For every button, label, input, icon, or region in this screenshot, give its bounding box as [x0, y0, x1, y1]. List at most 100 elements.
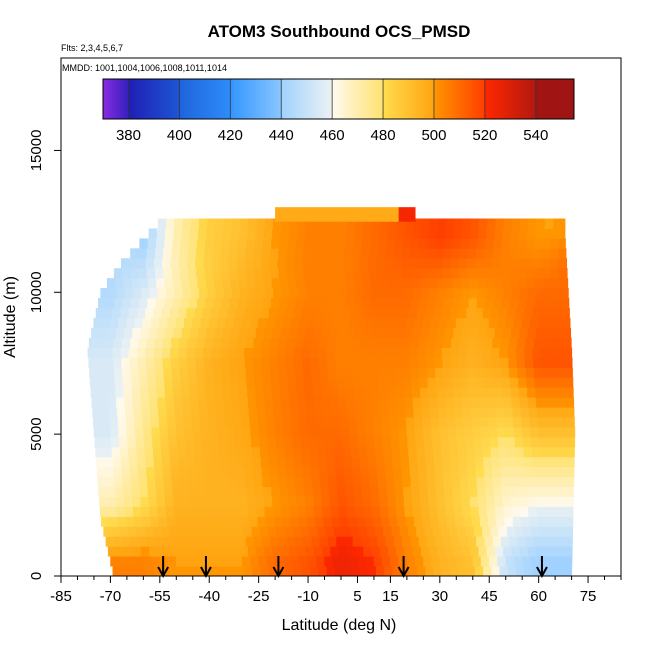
- heatmap-cell: [543, 486, 552, 497]
- heatmap-cell: [104, 456, 113, 468]
- heatmap-cell: [385, 367, 395, 378]
- heatmap-cell: [494, 327, 504, 339]
- heatmap-cell: [420, 327, 430, 339]
- heatmap-cell: [153, 347, 163, 358]
- heatmap-cell: [247, 327, 257, 339]
- heatmap-cell: [287, 238, 297, 249]
- heatmap-cell: [322, 397, 331, 408]
- heatmap-cell: [181, 387, 190, 398]
- heatmap-cell: [120, 566, 130, 577]
- heatmap-cell: [358, 446, 368, 458]
- heatmap-cell: [505, 317, 514, 329]
- heatmap-cell: [252, 347, 261, 358]
- heatmap-cell: [255, 387, 265, 398]
- heatmap-cell: [363, 397, 372, 408]
- heatmap-cell: [364, 516, 374, 527]
- heatmap-cell: [420, 546, 430, 557]
- heatmap-cell: [468, 377, 478, 388]
- heatmap-cell: [221, 476, 230, 488]
- heatmap-cell: [453, 496, 462, 507]
- heatmap-cell: [134, 417, 143, 428]
- heatmap-cell: [552, 228, 561, 239]
- heatmap-cell: [349, 214, 358, 222]
- heatmap-cell: [271, 387, 281, 398]
- heatmap-cell: [286, 367, 296, 378]
- heatmap-cell: [477, 238, 486, 249]
- colorbar-segment: [156, 79, 160, 119]
- heatmap-cell: [451, 367, 461, 378]
- heatmap-cell: [341, 207, 350, 215]
- heatmap-cell: [242, 427, 251, 438]
- heatmap-cell: [393, 337, 403, 349]
- heatmap-cell: [154, 357, 163, 368]
- heatmap-cell: [357, 207, 367, 215]
- heatmap-cell: [322, 407, 332, 418]
- colorbar-segment: [278, 79, 282, 119]
- heatmap-cell: [491, 456, 501, 468]
- heatmap-cell: [97, 337, 106, 349]
- heatmap-cell: [346, 228, 355, 239]
- heatmap-cell: [353, 486, 363, 497]
- heatmap-cell: [241, 516, 250, 527]
- heatmap-cell: [314, 218, 323, 229]
- heatmap-cell: [98, 486, 108, 497]
- heatmap-cell: [505, 556, 515, 567]
- heatmap-cell: [329, 496, 339, 507]
- heatmap-cell: [128, 526, 137, 537]
- heatmap-cell: [285, 347, 294, 358]
- heatmap-cell: [319, 248, 329, 259]
- heatmap-cell: [503, 546, 512, 557]
- heatmap-cell: [458, 357, 468, 368]
- heatmap-cell: [514, 436, 524, 448]
- heatmap-cell: [240, 218, 249, 229]
- heatmap-cell: [395, 278, 404, 289]
- heatmap-cell: [418, 337, 427, 349]
- heatmap-cell: [107, 546, 117, 557]
- heatmap-cell: [246, 238, 256, 249]
- heatmap-cell: [249, 417, 259, 428]
- heatmap-cell: [280, 397, 290, 408]
- heatmap-cell: [421, 288, 431, 299]
- heatmap-cell: [194, 566, 204, 577]
- colorbar-segment: [306, 79, 310, 119]
- heatmap-cell: [226, 436, 235, 448]
- heatmap-cell: [156, 496, 166, 507]
- heatmap-cell: [330, 546, 339, 557]
- heatmap-cell: [471, 407, 480, 418]
- heatmap-cell: [402, 297, 412, 309]
- heatmap-cell: [363, 288, 373, 299]
- heatmap-cell: [494, 387, 503, 398]
- heatmap-cell: [445, 546, 455, 557]
- heatmap-cell: [143, 556, 152, 567]
- heatmap-cell: [502, 228, 512, 239]
- heatmap-cell: [346, 546, 356, 557]
- heatmap-cell: [253, 367, 263, 378]
- heatmap-cell: [535, 278, 544, 289]
- heatmap-cell: [493, 238, 503, 249]
- heatmap-cell: [477, 278, 487, 289]
- heatmap-cell: [312, 377, 321, 388]
- colorbar-segment: [184, 79, 188, 119]
- heatmap-cell: [385, 536, 395, 547]
- heatmap-cell: [229, 476, 239, 488]
- heatmap-cell: [155, 268, 164, 279]
- heatmap-cell: [523, 446, 533, 458]
- heatmap-cell: [227, 456, 237, 468]
- heatmap-cell: [512, 288, 521, 299]
- heatmap-cell: [512, 407, 521, 418]
- heatmap-cell: [451, 476, 461, 488]
- heatmap-cell: [239, 397, 249, 408]
- heatmap-cell: [505, 427, 515, 438]
- colorbar-segment: [390, 79, 394, 119]
- heatmap-cell: [215, 218, 225, 229]
- heatmap-cell: [550, 268, 559, 279]
- heatmap-cell: [345, 377, 354, 388]
- heatmap-cell: [263, 387, 273, 398]
- heatmap-cell: [518, 238, 527, 249]
- heatmap-cell: [324, 207, 334, 215]
- heatmap-cell: [130, 536, 139, 547]
- heatmap-cell: [148, 228, 158, 239]
- heatmap-cell: [182, 546, 191, 557]
- heatmap-cell: [114, 476, 123, 488]
- heatmap-cell: [444, 238, 453, 249]
